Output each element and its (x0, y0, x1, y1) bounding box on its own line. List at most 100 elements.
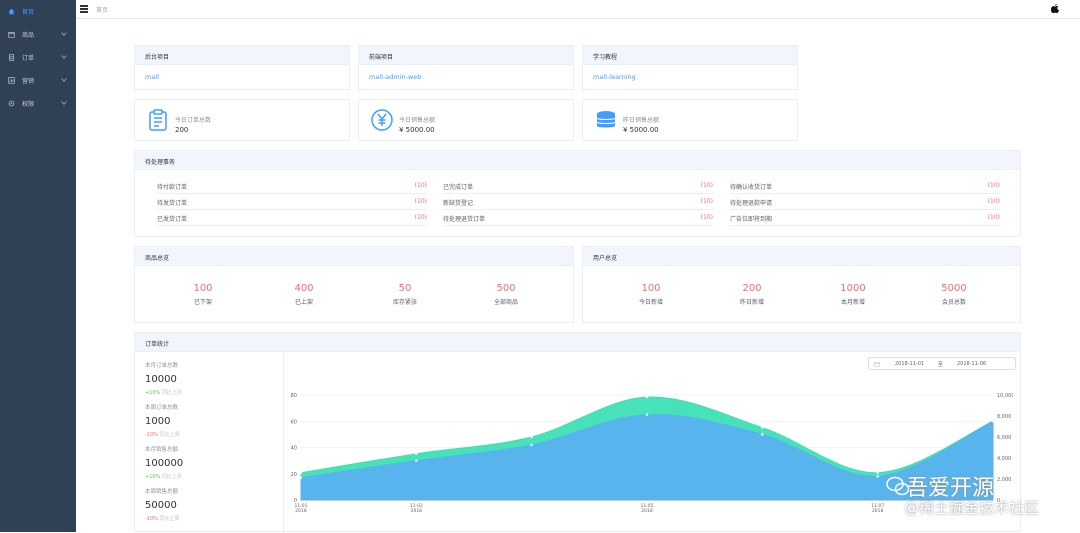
calendar-icon (874, 361, 880, 367)
order-stat-label: 本月销售总额 (145, 447, 179, 453)
order-stat-value: 1000 (145, 416, 171, 427)
todo-label: 待确认收货订单 (730, 184, 773, 191)
sidebar-item-label: 首页 (22, 9, 35, 16)
todo-count: (10) (700, 182, 713, 189)
chevron-down-icon (61, 76, 67, 82)
x-tick-label: 2018 (872, 508, 884, 514)
x-tick-label: 11-05 (640, 503, 653, 509)
users-stat: 100 今日新增 (611, 283, 691, 306)
home-icon (8, 8, 15, 15)
order-stat: 本周订单总数 1000 -10% 同比上周 (145, 403, 180, 438)
todo-item[interactable]: 待发货订单 (10) (157, 196, 427, 210)
project-link[interactable]: mall-admin-web (369, 73, 422, 81)
sidebar-item-home[interactable]: 首页 (0, 0, 76, 23)
stat-value: ¥ 5000.00 (399, 126, 435, 134)
todo-count: (10) (987, 198, 1000, 205)
todo-item[interactable]: 待处理退货订单 (10) (443, 212, 713, 226)
goods-stat-value: 400 (294, 283, 314, 294)
apple-icon[interactable] (1050, 3, 1060, 14)
todo-item[interactable]: 待确认收货订单 (10) (730, 180, 1000, 194)
y-left-tick-label: 0 (294, 498, 297, 504)
y-right-tick-label: 10,000 (997, 393, 1013, 399)
chevron-down-icon (61, 99, 67, 105)
sidebar-item-orders[interactable]: 订单 (0, 46, 76, 69)
users-stat-label: 昨日新增 (739, 299, 764, 306)
todo-label: 新缺货登记 (443, 200, 474, 207)
sidebar-item-label: 权限 (22, 101, 35, 108)
sidebar-item-permission[interactable]: 权限 (0, 92, 76, 115)
y-right-tick-label: 2,000 (997, 477, 1011, 483)
order-stat-change: +10% (145, 474, 161, 480)
order-stat-label: 本周订单总数 (145, 405, 179, 411)
chevron-down-icon (61, 53, 67, 59)
watermark-title: 吾爱开源 (906, 476, 995, 501)
goods-icon (8, 32, 15, 38)
date-end[interactable]: 2018-11-06 (957, 361, 987, 367)
project-card-title: 学习教程 (583, 46, 797, 65)
goods-overview-panel: 商品总览 100 已下架 400 已上架 50 库存紧张 500 全部商品 (134, 246, 574, 323)
todo-item[interactable]: 待处理退款申请 (10) (730, 196, 1000, 210)
todo-label: 待处理退款申请 (730, 200, 773, 207)
y-left-tick-label: 60 (291, 419, 297, 425)
data-point (299, 476, 303, 479)
order-stat-value: 10000 (145, 374, 177, 385)
breadcrumb: 首页 (96, 7, 109, 14)
order-stat-change: +10% (145, 390, 161, 396)
data-point (299, 471, 303, 474)
hamburger-icon[interactable] (80, 5, 88, 13)
todo-panel: 待处理事务 待付款订单 (10) 已完成订单 (10) 待确认收货订单 (10) 待发… (134, 150, 1021, 237)
users-stat: 1000 本月新增 (813, 283, 893, 306)
todo-item[interactable]: 已完成订单 (10) (443, 180, 713, 194)
goods-stat-label: 已下架 (193, 299, 212, 306)
todo-item[interactable]: 新缺货登记 (10) (443, 196, 713, 210)
data-point (991, 419, 995, 423)
todo-item[interactable]: 待付款订单 (10) (157, 180, 427, 194)
project-card-backend: 后台项目 mall (134, 45, 350, 90)
data-point (530, 443, 533, 447)
sidebar-item-marketing[interactable]: 营销 (0, 69, 76, 92)
stat-label: 昨日销售总额 (623, 117, 660, 124)
todo-label: 待处理退货订单 (443, 216, 486, 223)
sidebar-item-label: 营销 (22, 78, 35, 85)
date-start[interactable]: 2018-11-01 (895, 361, 925, 367)
goods-stat-label: 库存紧张 (392, 299, 417, 306)
order-stat-note: 同比上周 (159, 432, 180, 438)
goods-stat: 500 全部商品 (466, 283, 546, 306)
goods-stat-label: 已上架 (294, 299, 313, 306)
x-tick-label: 2018 (295, 508, 307, 514)
data-point (761, 433, 764, 436)
data-point (645, 413, 649, 416)
users-stat-label: 本月新增 (840, 299, 865, 306)
yen-icon (371, 109, 393, 131)
y-left-tick-label: 80 (291, 393, 297, 399)
marketing-icon (8, 77, 15, 84)
y-left-tick-label: 20 (291, 472, 297, 478)
project-link[interactable]: mall-learning (593, 73, 636, 81)
project-link[interactable]: mall (145, 73, 159, 81)
todo-item[interactable]: 广告位即将到期 (10) (730, 212, 1000, 226)
date-separator: 至 (938, 362, 944, 368)
data-point (530, 435, 533, 439)
users-stat-label: 今日新增 (638, 299, 663, 306)
project-card-tutorial: 学习教程 mall-learning (582, 45, 798, 90)
todo-label: 已发货订单 (157, 216, 188, 223)
data-point (876, 471, 879, 474)
goods-stat: 100 已下架 (163, 283, 243, 306)
order-stat-label: 本周销售总额 (145, 489, 179, 495)
order-stat-label: 本月订单总数 (145, 363, 179, 369)
order-stat-change: -10% (145, 432, 158, 438)
users-stat-value: 5000 (941, 283, 967, 294)
order-icon (9, 54, 14, 61)
y-right-tick-label: 4,000 (997, 456, 1011, 462)
order-stats-title: 订单统计 (135, 333, 1020, 352)
project-card-title: 前端项目 (359, 46, 573, 65)
sidebar-item-label: 订单 (22, 55, 35, 62)
todo-count: (10) (987, 214, 1000, 221)
project-card-frontend: 前端项目 mall-admin-web (358, 45, 574, 90)
todo-count: (10) (414, 198, 427, 205)
date-range-picker[interactable]: 2018-11-01 至 2018-11-06 (868, 357, 1016, 370)
order-stat-change: -10% (145, 516, 158, 522)
goods-stat-value: 500 (496, 283, 516, 294)
todo-item[interactable]: 已发货订单 (10) (157, 212, 427, 226)
sidebar-item-goods[interactable]: 商品 (0, 23, 76, 46)
